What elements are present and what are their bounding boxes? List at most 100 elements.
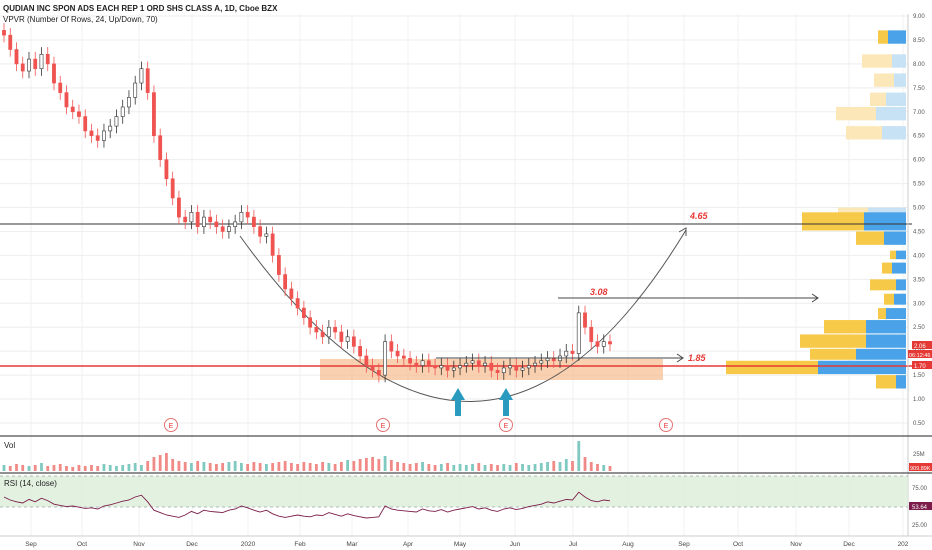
candle	[52, 63, 56, 84]
volume-axis-tick: 25M	[913, 452, 925, 458]
volume-bar	[152, 457, 156, 471]
volume-current-label: 909.89K	[910, 466, 931, 472]
volume-bar	[252, 462, 256, 471]
price-tick: 5.00	[913, 206, 925, 212]
candle	[177, 197, 181, 218]
candle	[39, 54, 44, 69]
candle	[258, 226, 263, 237]
volume-bar	[402, 463, 406, 471]
volume-profile-up-bar	[856, 348, 906, 360]
volume-profile-up-bar	[888, 30, 906, 44]
volume-bar	[433, 465, 437, 471]
candle	[133, 82, 138, 98]
price-tick: 9.00	[913, 14, 925, 20]
candle	[64, 92, 69, 108]
candle	[145, 68, 150, 93]
rsi-band	[0, 476, 908, 507]
volume-bar	[133, 463, 137, 471]
price-tick: 7.00	[913, 110, 925, 116]
volume-bar	[327, 463, 331, 471]
volume-bar	[589, 462, 593, 471]
earnings-marker-label: E	[664, 423, 669, 430]
candle	[295, 298, 300, 309]
volume-bar	[221, 463, 225, 471]
volume-bar	[514, 463, 518, 471]
price-tick: 6.00	[913, 158, 925, 164]
volume-bar	[233, 461, 237, 471]
earnings-marker[interactable]	[499, 418, 513, 432]
volume-profile-up-bar	[866, 320, 906, 334]
earnings-marker[interactable]	[659, 418, 673, 432]
candle	[333, 326, 338, 333]
price-tick: 2.50	[913, 325, 925, 331]
candle	[283, 274, 288, 290]
volume-profile-down-bar	[726, 360, 818, 375]
volume-profile-down-bar	[878, 30, 888, 44]
earnings-marker-label: E	[381, 423, 386, 430]
volume-bar	[146, 461, 150, 471]
volume-current-badge	[909, 463, 932, 471]
volume-bar	[77, 465, 81, 471]
volume-bar	[121, 465, 125, 471]
earnings-marker[interactable]	[164, 418, 178, 432]
candle	[533, 362, 537, 366]
volume-bar	[533, 464, 537, 471]
volume-bar	[127, 464, 131, 471]
volume-bar	[27, 466, 31, 471]
price-label-level: 1.70	[914, 364, 926, 370]
volume-bar	[346, 460, 350, 471]
volume-profile-up-bar	[894, 73, 906, 87]
candle	[102, 130, 106, 141]
volume-bar	[308, 463, 312, 471]
month-label: Nov	[790, 541, 802, 548]
target-arrow-185-head	[676, 353, 684, 363]
candle	[233, 221, 238, 227]
candle	[345, 336, 350, 342]
volume-bar	[414, 463, 418, 471]
rsi-label: RSI (14, close)	[4, 479, 57, 488]
volume-bar	[583, 457, 587, 471]
candle	[576, 312, 581, 354]
volume-bar	[396, 462, 399, 471]
price-tick: 7.50	[913, 86, 925, 92]
volume-profile-down-bar	[800, 334, 866, 348]
candle	[383, 341, 387, 376]
candle	[152, 92, 156, 137]
volume-bar	[539, 463, 543, 471]
rsi-axis-tick-75: 75.00	[912, 486, 928, 492]
candle	[164, 159, 169, 180]
volume-bar	[264, 464, 268, 471]
candle	[289, 288, 294, 299]
volume-profile-down-bar	[882, 262, 892, 274]
month-label: Aug	[622, 541, 634, 548]
candle	[414, 362, 419, 366]
price-tick: 8.50	[913, 38, 925, 44]
volume-profile-up-bar	[896, 250, 906, 260]
candle	[220, 226, 225, 232]
candle	[20, 63, 25, 72]
earnings-marker[interactable]	[376, 418, 390, 432]
candle	[114, 116, 119, 127]
volume-bar	[115, 466, 118, 471]
candle	[8, 34, 13, 50]
candle	[420, 360, 425, 366]
candle	[501, 367, 506, 374]
candle	[139, 68, 144, 84]
volume-bar	[165, 453, 168, 471]
candle	[545, 358, 550, 362]
candle	[127, 97, 131, 108]
month-label: Mar	[346, 541, 358, 548]
candle	[251, 216, 256, 227]
volume-bar	[33, 465, 37, 471]
month-label: 2020	[241, 541, 256, 548]
volume-bar	[427, 464, 431, 471]
volume-profile-down-bar	[870, 279, 896, 291]
candle	[202, 216, 206, 227]
volume-bar	[596, 464, 599, 471]
candle	[583, 312, 587, 328]
volume-bar	[289, 463, 293, 471]
volume-profile-up-bar	[892, 54, 906, 68]
month-label: Sep	[678, 541, 690, 548]
volume-bar	[314, 464, 318, 471]
